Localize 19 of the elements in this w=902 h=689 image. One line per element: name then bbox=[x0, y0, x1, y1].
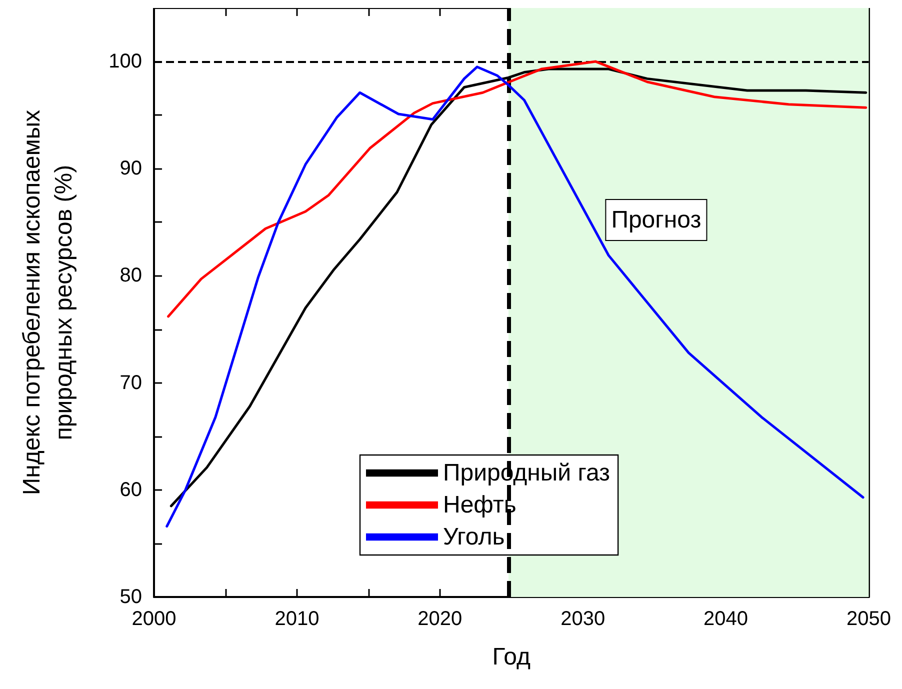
x-tick-label: 2050 bbox=[846, 608, 892, 630]
legend-label: Нефть bbox=[443, 492, 516, 518]
y-tick-label: 70 bbox=[120, 372, 142, 394]
x-tick-label: 2000 bbox=[132, 608, 176, 630]
line-series bbox=[167, 60, 868, 318]
y-tick-label: 90 bbox=[120, 158, 142, 180]
y-axis-title: Индекс потребеления ископаемых природных ресурсов (%) bbox=[18, 110, 78, 496]
y-tick-label: 60 bbox=[120, 478, 142, 501]
y-tick-label: 100 bbox=[108, 50, 142, 73]
x-tick-label: 2030 bbox=[560, 608, 606, 630]
y-tick-label: 50 bbox=[120, 586, 142, 608]
x-tick-label: 2010 bbox=[274, 608, 320, 630]
y-tick-label: 80 bbox=[120, 264, 142, 287]
x-tick-label: 2040 bbox=[704, 608, 748, 630]
x-tick-label: 2020 bbox=[418, 608, 462, 630]
x-axis-title: Год bbox=[492, 644, 530, 670]
legend-label: Природный газ bbox=[443, 460, 610, 486]
legend-label: Уголь bbox=[443, 524, 505, 550]
band-label: Прогноз bbox=[611, 206, 702, 234]
